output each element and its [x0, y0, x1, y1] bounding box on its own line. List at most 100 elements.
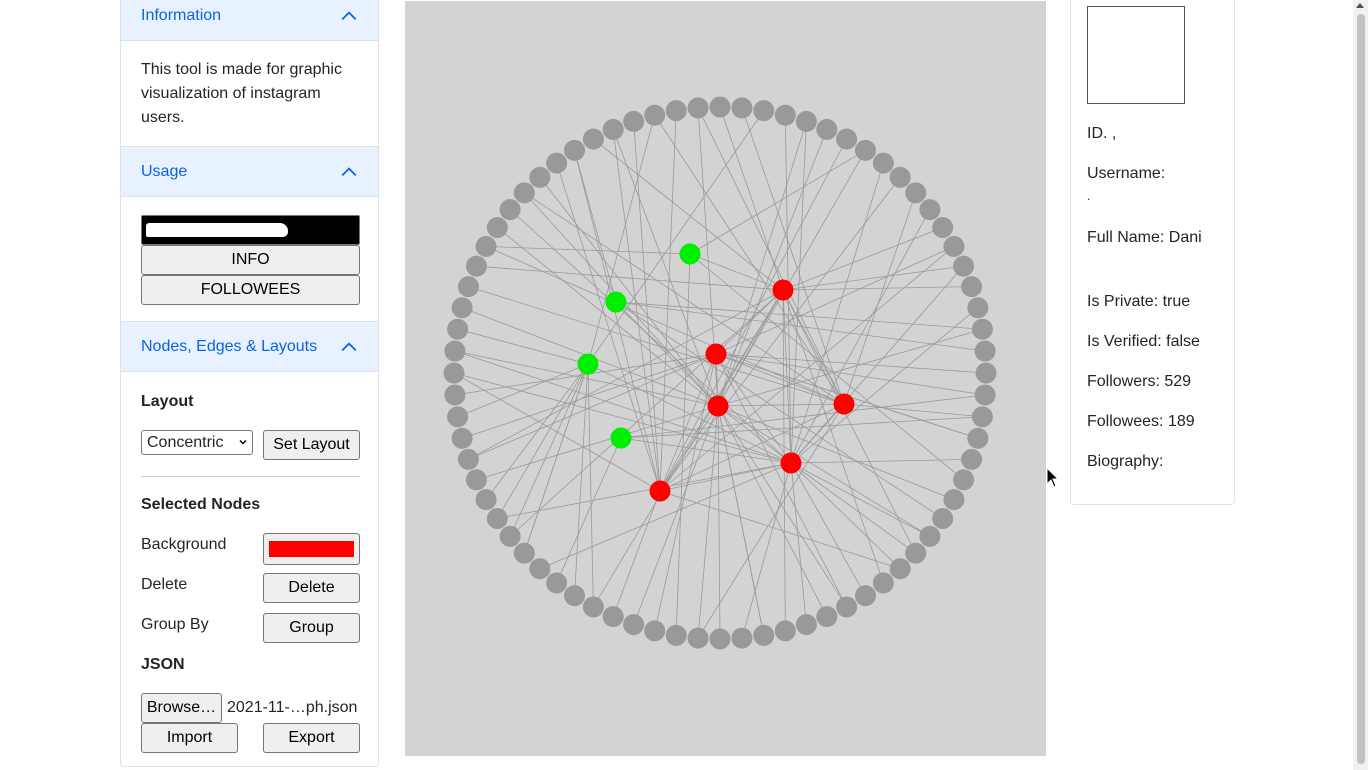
graph-node[interactable] [582, 596, 604, 618]
graph-node[interactable] [816, 606, 838, 628]
graph-node[interactable] [444, 340, 466, 362]
followees-button[interactable]: FOLLOWEES [141, 275, 360, 305]
graph-node[interactable] [546, 572, 568, 594]
graph-node-red[interactable] [705, 343, 727, 365]
graph-node[interactable] [974, 384, 996, 406]
graph-node[interactable] [529, 166, 551, 188]
graph-node[interactable] [961, 448, 983, 470]
graph-node[interactable] [564, 585, 586, 607]
graph-node[interactable] [753, 624, 775, 646]
graph-node[interactable] [971, 406, 993, 428]
graph-node[interactable] [444, 384, 466, 406]
graph-node[interactable] [457, 448, 479, 470]
layout-select[interactable]: Concentric [141, 430, 253, 455]
graph-node[interactable] [872, 152, 894, 174]
graph-node[interactable] [644, 620, 666, 642]
graph-node[interactable] [475, 235, 497, 257]
graph-node[interactable] [451, 427, 473, 449]
graph-node[interactable] [974, 340, 996, 362]
accordion-header-information[interactable]: Information [121, 0, 378, 41]
graph-node[interactable] [564, 139, 586, 161]
graph-node[interactable] [731, 97, 753, 119]
graph-node-red[interactable] [780, 452, 802, 474]
graph-node[interactable] [465, 469, 487, 491]
graph-node[interactable] [967, 427, 989, 449]
group-button[interactable]: Group [263, 613, 360, 643]
graph-node[interactable] [546, 152, 568, 174]
graph-node[interactable] [623, 110, 645, 132]
graph-node[interactable] [451, 297, 473, 319]
graph-node[interactable] [602, 118, 624, 140]
delete-button[interactable]: Delete [263, 573, 360, 603]
graph-node[interactable] [709, 96, 731, 118]
info-button[interactable]: INFO [141, 245, 360, 275]
graph-node[interactable] [687, 97, 709, 119]
graph-node-red[interactable] [772, 279, 794, 301]
graph-node[interactable] [889, 166, 911, 188]
graph-node[interactable] [872, 572, 894, 594]
graph-node[interactable] [943, 235, 965, 257]
username-input[interactable] [141, 215, 360, 245]
graph-node[interactable] [665, 100, 687, 122]
graph-node[interactable] [943, 489, 965, 511]
graph-node[interactable] [854, 139, 876, 161]
accordion-header-nodes-edges-layouts[interactable]: Nodes, Edges & Layouts [121, 321, 378, 372]
graph-node-red[interactable] [833, 393, 855, 415]
graph-node[interactable] [709, 628, 731, 650]
graph-node[interactable] [795, 110, 817, 132]
graph-node[interactable] [816, 118, 838, 140]
graph-node[interactable] [457, 276, 479, 298]
graph-node-red[interactable] [649, 480, 671, 502]
graph-node[interactable] [582, 128, 604, 150]
graph-node[interactable] [644, 104, 666, 126]
graph-node[interactable] [919, 199, 941, 221]
graph-node[interactable] [953, 469, 975, 491]
graph-node[interactable] [665, 624, 687, 646]
graph-node[interactable] [932, 507, 954, 529]
graph-node[interactable] [465, 255, 487, 277]
set-layout-button[interactable]: Set Layout [263, 430, 360, 460]
graph-node[interactable] [953, 255, 975, 277]
graph-node[interactable] [602, 606, 624, 628]
background-color-picker[interactable] [263, 533, 360, 565]
graph-node[interactable] [975, 362, 997, 384]
graph-node[interactable] [499, 199, 521, 221]
graph-node[interactable] [687, 627, 709, 649]
graph-canvas[interactable] [405, 1, 1046, 756]
graph-node[interactable] [753, 100, 775, 122]
graph-node-green[interactable] [610, 427, 632, 449]
graph-node[interactable] [731, 627, 753, 649]
graph-node[interactable] [854, 585, 876, 607]
export-button[interactable]: Export [263, 723, 360, 753]
graph-node[interactable] [919, 525, 941, 547]
graph-node[interactable] [836, 128, 858, 150]
graph-node[interactable] [443, 362, 465, 384]
graph-node-green[interactable] [679, 243, 701, 265]
scrollbar-thumb[interactable] [1357, 14, 1365, 764]
graph-node[interactable] [774, 104, 796, 126]
graph-node[interactable] [529, 558, 551, 580]
graph-node[interactable] [967, 297, 989, 319]
graph-node[interactable] [513, 182, 535, 204]
graph-node-green[interactable] [605, 291, 627, 313]
browse-button[interactable]: Browse… [141, 693, 222, 723]
graph-node[interactable] [513, 542, 535, 564]
graph-node[interactable] [795, 614, 817, 636]
graph-node[interactable] [932, 217, 954, 239]
graph-node[interactable] [774, 620, 796, 642]
graph-node[interactable] [971, 318, 993, 340]
accordion-header-usage[interactable]: Usage [121, 146, 378, 197]
graph-node[interactable] [961, 276, 983, 298]
graph-node[interactable] [905, 182, 927, 204]
network-graph[interactable] [405, 1, 1046, 756]
graph-node[interactable] [836, 596, 858, 618]
graph-node[interactable] [905, 542, 927, 564]
graph-node-red[interactable] [707, 395, 729, 417]
graph-node-green[interactable] [577, 353, 599, 375]
graph-node[interactable] [889, 558, 911, 580]
graph-node[interactable] [447, 406, 469, 428]
graph-node[interactable] [486, 507, 508, 529]
import-button[interactable]: Import [141, 723, 238, 753]
page-scrollbar[interactable] [1353, 0, 1368, 770]
graph-node[interactable] [623, 614, 645, 636]
